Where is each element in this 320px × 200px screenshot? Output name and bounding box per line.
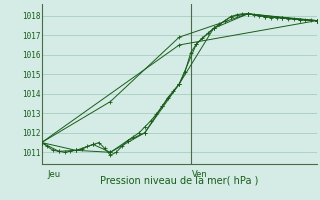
Text: Ven: Ven bbox=[192, 170, 208, 179]
Text: Jeu: Jeu bbox=[47, 170, 60, 179]
X-axis label: Pression niveau de la mer( hPa ): Pression niveau de la mer( hPa ) bbox=[100, 175, 258, 185]
